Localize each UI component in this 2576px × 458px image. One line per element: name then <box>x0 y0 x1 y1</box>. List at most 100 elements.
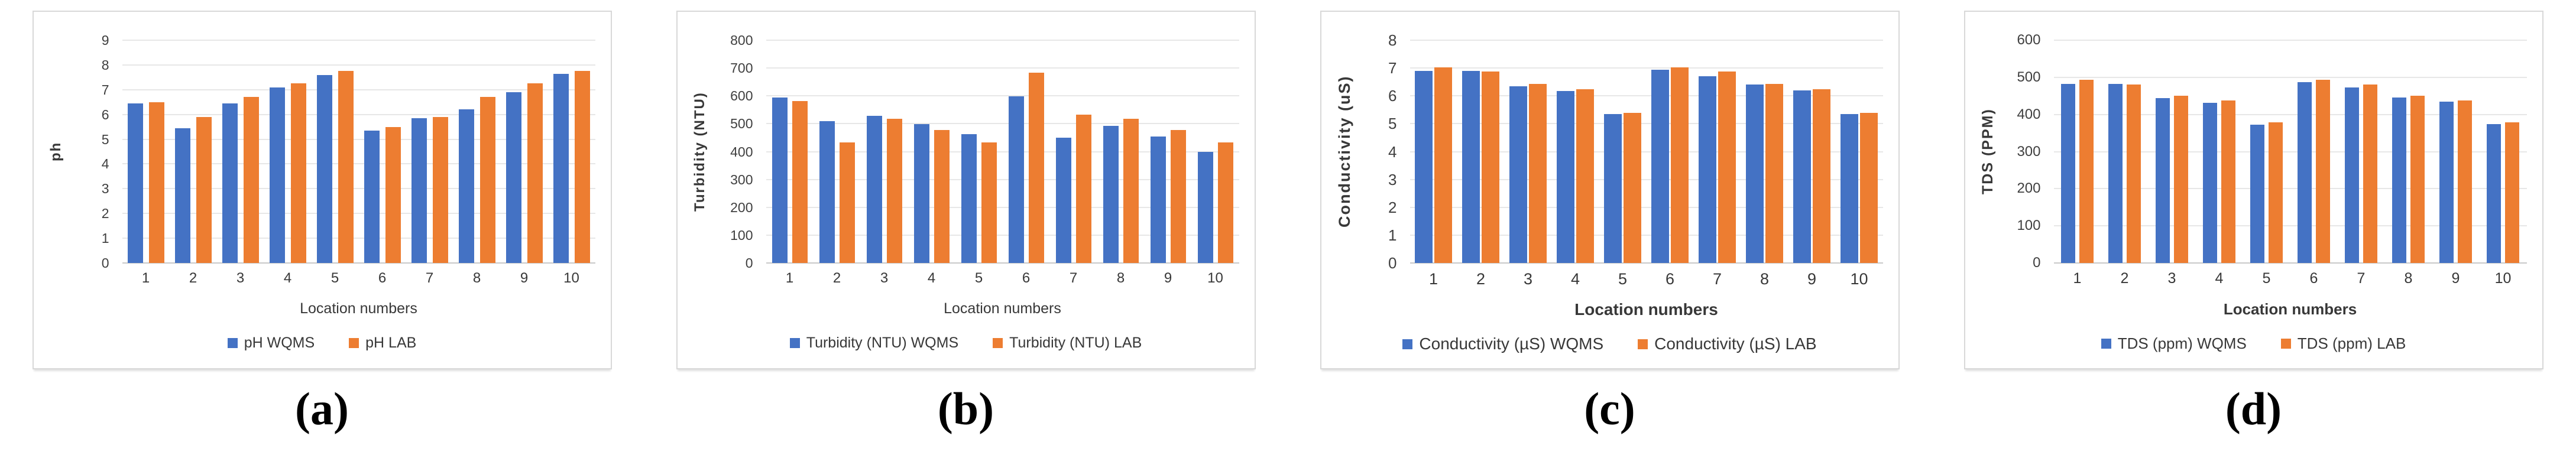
y-tick-label: 8 <box>101 57 109 73</box>
x-tick-label: 10 <box>1850 270 1868 288</box>
bar-lab <box>243 97 259 263</box>
gridline <box>766 40 1239 41</box>
gridline <box>122 113 595 115</box>
y-tick-label: 0 <box>1388 254 1397 272</box>
y-tick-label: 4 <box>101 156 109 172</box>
y-tick-label: 1 <box>101 230 109 246</box>
y-tick-label: 7 <box>1388 59 1397 77</box>
bar-lab <box>2221 100 2235 263</box>
x-tick-label: 6 <box>1022 270 1031 286</box>
bar-wqms <box>913 124 929 263</box>
bar-lab <box>1123 119 1139 263</box>
bar-lab <box>574 71 590 263</box>
bar-lab <box>1075 114 1091 263</box>
y-tick-label: 7 <box>101 82 109 98</box>
bar-wqms <box>1604 113 1622 263</box>
bar-wqms <box>1415 70 1433 263</box>
gridline <box>766 206 1239 208</box>
bar-wqms <box>127 103 143 263</box>
x-axis-title: Location numbers <box>1574 300 1718 319</box>
y-tick-label: 800 <box>730 33 753 48</box>
bar-lab <box>1217 142 1233 263</box>
bar-wqms <box>1008 96 1024 263</box>
x-tick-label: 2 <box>1476 270 1486 288</box>
chart-panel-d: TDS (PPM) 0 100 200 300 400 500 600 1 2 3 4 5 6 7 8 9 10 L… <box>1932 0 2575 458</box>
x-tick-label: 2 <box>189 270 197 286</box>
x-tick-label: 2 <box>832 270 841 286</box>
gridline <box>122 163 595 165</box>
y-tick-label: 6 <box>1388 87 1397 105</box>
bar-lab <box>196 116 212 263</box>
bar-lab <box>1170 129 1186 263</box>
y-tick-label: 5 <box>101 131 109 147</box>
gridline <box>122 213 595 215</box>
gridline <box>1409 123 1883 125</box>
x-tick-label: 6 <box>378 270 387 286</box>
gridline <box>2053 76 2527 78</box>
legend-swatch-wqms <box>227 338 238 348</box>
bar-wqms <box>458 109 474 263</box>
legend-label: TDS (ppm) LAB <box>2297 334 2406 352</box>
gridline <box>2053 188 2527 190</box>
bar-wqms <box>1150 136 1166 263</box>
bar-lab <box>2269 122 2283 263</box>
y-tick-label: 6 <box>101 106 109 122</box>
gridline <box>1409 40 1883 41</box>
bar-lab <box>527 83 543 263</box>
bar-wqms <box>1557 91 1574 263</box>
bar-lab <box>2316 80 2330 263</box>
bar-wqms <box>2487 124 2501 263</box>
y-tick-label: 600 <box>730 88 753 104</box>
gridline <box>2053 225 2527 227</box>
chart-panel-a: ph 0 1 2 3 4 5 6 7 8 9 1 2 3 4 5 6 7 8 9 10 Location numbers p… <box>0 0 644 458</box>
legend-swatch-lab <box>1638 339 1648 349</box>
x-axis-line <box>2053 262 2527 264</box>
bar-lab <box>1624 112 1641 263</box>
bar-lab <box>148 102 164 263</box>
bar-lab <box>1718 72 1736 263</box>
bar-wqms <box>553 73 569 263</box>
y-tick-label: 200 <box>2017 180 2041 197</box>
x-tick-label: 2 <box>2120 270 2129 287</box>
x-tick-label: 8 <box>2404 270 2413 287</box>
panel-caption-b: (b) <box>937 383 994 434</box>
bar-wqms <box>174 128 190 263</box>
y-tick-label: 9 <box>101 33 109 48</box>
x-tick-label: 5 <box>974 270 983 286</box>
panel-caption-c: (c) <box>1584 383 1635 434</box>
bar-wqms <box>2298 82 2312 263</box>
gridline <box>1409 206 1883 208</box>
legend-item-lab: TDS (ppm) LAB <box>2280 334 2406 353</box>
y-tick-label: 100 <box>2017 217 2041 234</box>
x-tick-label: 3 <box>1523 270 1533 288</box>
x-tick-label: 1 <box>2073 270 2082 287</box>
bar-wqms <box>1509 86 1527 263</box>
y-tick-label: 200 <box>730 199 753 215</box>
y-tick-label: 2 <box>101 206 109 222</box>
bar-lab <box>432 116 448 263</box>
y-tick-label: 400 <box>730 144 753 160</box>
y-tick-label: 300 <box>2017 143 2041 160</box>
bar-lab <box>2505 122 2519 263</box>
x-tick-label: 6 <box>1665 270 1675 288</box>
gridline <box>766 67 1239 69</box>
bar-lab <box>2127 84 2141 263</box>
x-axis-line <box>1409 262 1883 264</box>
legend-label: Conductivity (µS) WQMS <box>1419 334 1604 353</box>
bar-lab <box>1813 89 1830 263</box>
x-axis-title: Location numbers <box>944 300 1061 317</box>
bar-wqms <box>2439 102 2454 263</box>
chart-d: TDS (PPM) 0 100 200 300 400 500 600 1 2 3 4 5 6 7 8 9 10 L… <box>1963 11 2543 369</box>
gridline <box>1409 95 1883 97</box>
bar-wqms <box>2108 83 2123 263</box>
gridline <box>2053 113 2527 115</box>
bar-wqms <box>1793 90 1811 263</box>
bar-lab <box>1576 89 1594 263</box>
gridline <box>122 89 595 90</box>
bar-lab <box>2458 100 2472 263</box>
legend-swatch-lab <box>2280 339 2291 349</box>
bar-lab <box>1028 73 1044 263</box>
bar-lab <box>839 142 855 263</box>
x-tick-label: 8 <box>472 270 481 286</box>
